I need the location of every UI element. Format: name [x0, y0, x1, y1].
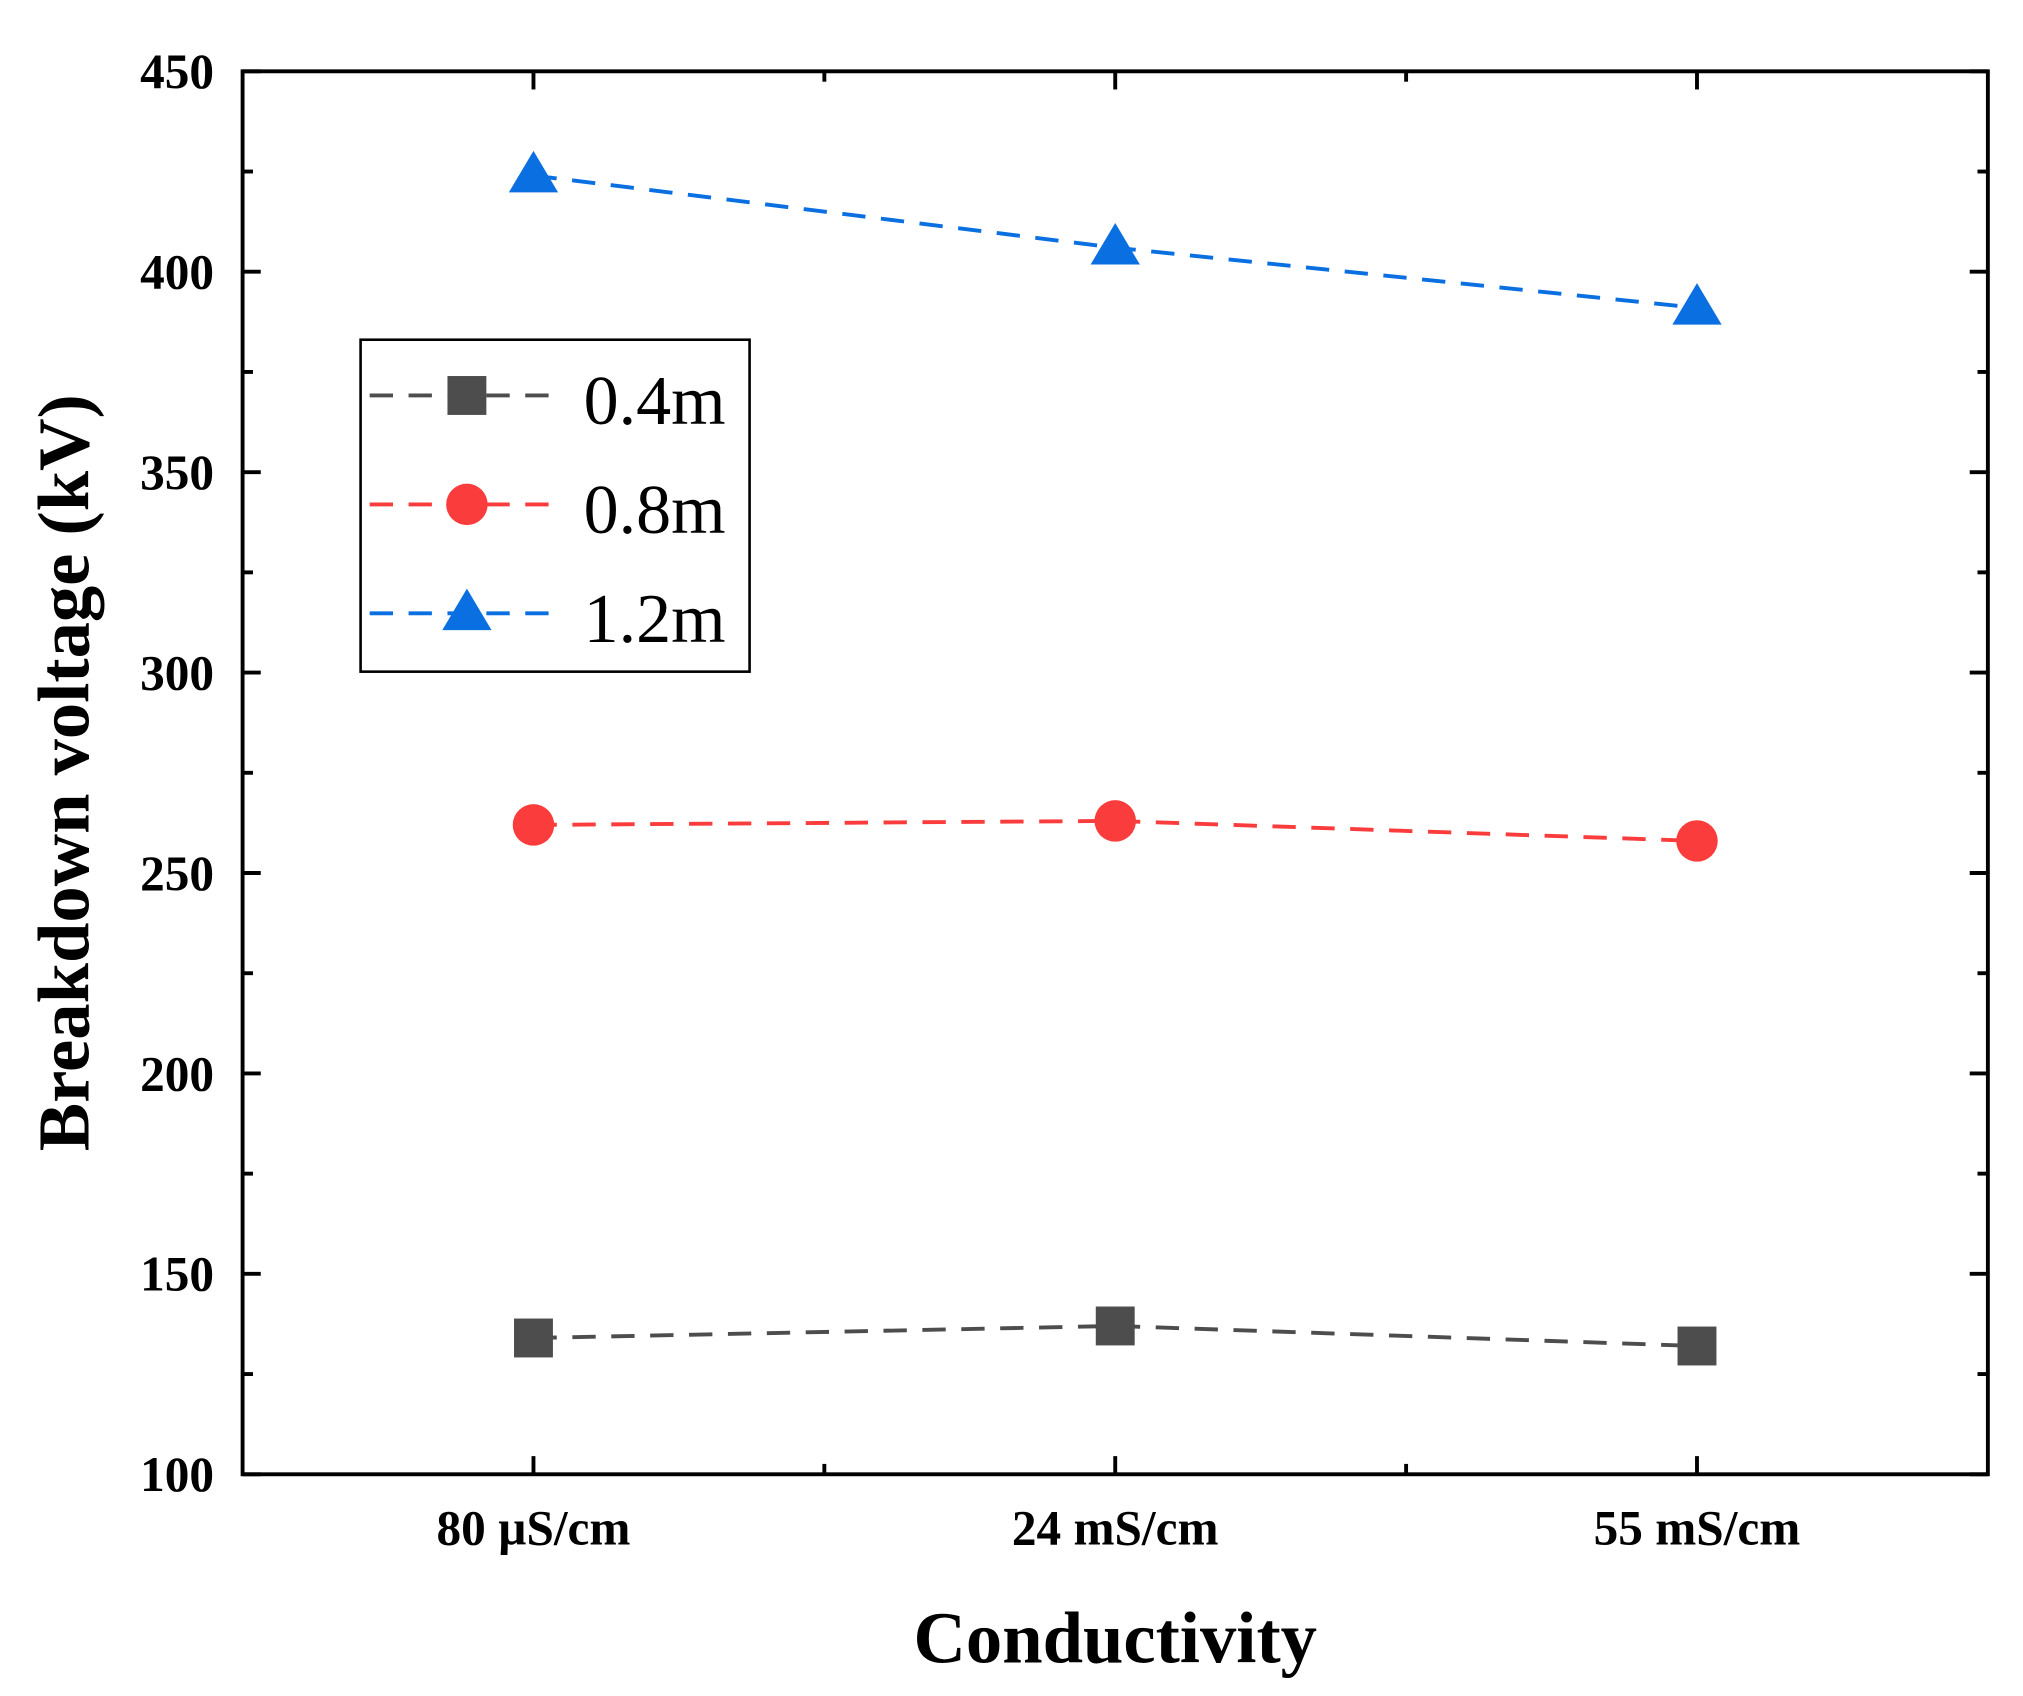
y-tick-label: 450: [140, 44, 214, 99]
data-point-circle-marker: [1676, 820, 1718, 862]
y-tick-label: 300: [140, 645, 214, 700]
x-tick-label: 55 mS/cm: [1594, 1500, 1801, 1555]
x-tick-label: 80 µS/cm: [436, 1500, 630, 1555]
y-tick-label: 100: [140, 1447, 214, 1502]
legend-entry: 1.2m: [369, 581, 726, 658]
y-tick-label: 250: [140, 846, 214, 901]
legend: 0.4m 0.8m 1.2m: [359, 338, 751, 673]
data-point-triangle-marker: [1672, 283, 1722, 325]
x-axis-label: Conductivity: [914, 1597, 1317, 1678]
legend-circle-marker: [446, 483, 488, 526]
series-layer: [508, 150, 1722, 1366]
data-point-triangle-marker: [1090, 223, 1140, 265]
series-0.8m: [512, 800, 1718, 862]
legend-square-marker: [447, 376, 487, 415]
y-tick-label: 200: [140, 1046, 214, 1101]
data-point-triangle-marker: [508, 150, 559, 193]
y-tick-label: 350: [140, 445, 214, 500]
legend-label: 0.4m: [584, 363, 726, 440]
data-point-circle-marker: [1094, 800, 1136, 842]
data-point-square-marker: [514, 1318, 553, 1358]
plot-frame: [240, 69, 1990, 1477]
y-tick-label: 150: [140, 1247, 214, 1302]
series-0.4m: [514, 1306, 1717, 1366]
legend-entry: 0.4m: [369, 363, 726, 440]
x-tick-label: 24 mS/cm: [1012, 1500, 1219, 1555]
legend-label: 1.2m: [584, 581, 726, 658]
data-point-circle-marker: [512, 804, 555, 846]
legend-label: 0.8m: [584, 472, 726, 549]
data-point-square-marker: [1677, 1326, 1717, 1366]
legend-entry: 0.8m: [369, 472, 726, 549]
legend-triangle-marker: [442, 588, 492, 631]
axes: 100 150 200 250 300 350 400 450 80 µS/cm 24 mS/cm…: [140, 44, 1990, 1555]
y-axis-label: Breakdown voltage (kV): [23, 394, 104, 1151]
data-point-square-marker: [1095, 1306, 1135, 1346]
series-1.2m: [508, 150, 1722, 325]
y-tick-label: 400: [140, 245, 214, 300]
